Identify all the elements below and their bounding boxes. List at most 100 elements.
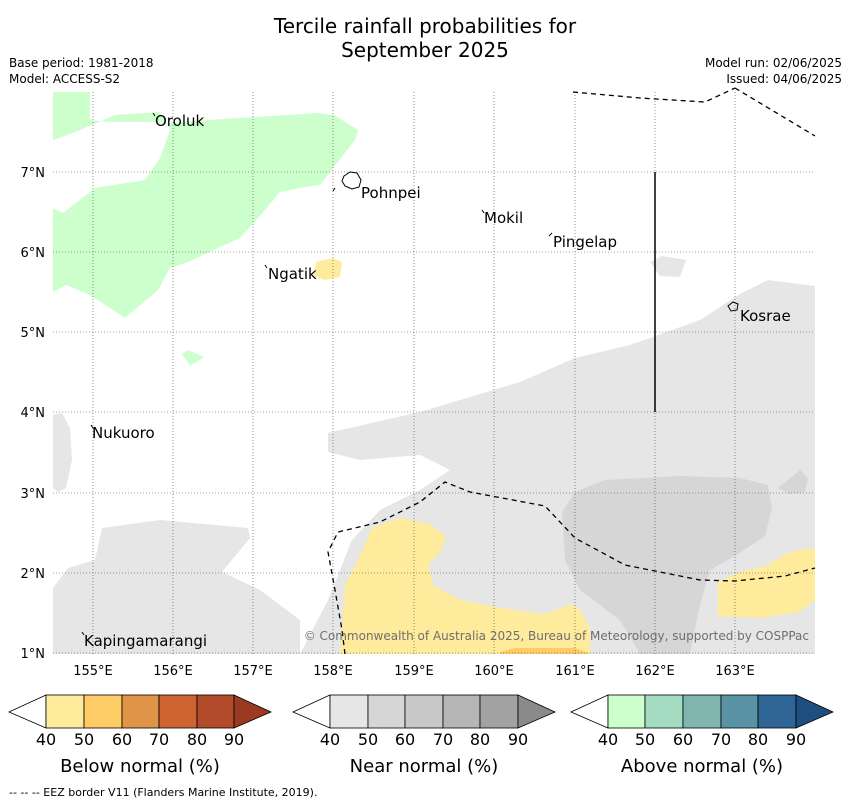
- lat-label: 1°N: [21, 647, 46, 662]
- oroluk-atoll-icon: [152, 112, 156, 117]
- label-mokil: Mokil: [484, 209, 523, 227]
- mokil-atoll-icon: [481, 209, 485, 214]
- legend-near-swatch: [442, 694, 481, 729]
- lat-label: 2°N: [21, 567, 46, 582]
- probability-shading: [53, 92, 815, 654]
- legend-tick: 50: [74, 730, 94, 749]
- legend-near-ticks: 40 50 60 70 80 90: [320, 730, 528, 749]
- islands: [81, 112, 739, 636]
- lat-label: 6°N: [21, 246, 46, 261]
- below-normal-region-ngatik: [314, 258, 342, 280]
- legend-above-swatch: [757, 694, 797, 729]
- label-kapingamarangi: Kapingamarangi: [84, 632, 207, 650]
- legend-above-colorbar: [570, 694, 834, 729]
- lat-label: 4°N: [21, 406, 46, 421]
- model-name: Model: ACCESS-S2: [9, 72, 121, 86]
- pingelap-atoll-icon: [548, 232, 553, 237]
- legend-near-swatch: [329, 694, 369, 729]
- near-normal-region-nukuoro: [53, 413, 72, 492]
- lon-label: 163°E: [715, 664, 755, 679]
- near-normal-50-corner: [778, 470, 808, 494]
- legend-above-swatch: [720, 694, 759, 729]
- above-normal-region-small: [182, 350, 204, 366]
- legend-near-normal: 40 50 60 70 80 90 Near normal (%): [292, 694, 556, 777]
- legend-below-swatch: [83, 694, 123, 729]
- legend-below-swatch: [158, 694, 198, 729]
- legend-below-arrow-high: [233, 694, 272, 729]
- lon-label: 159°E: [394, 664, 434, 679]
- legend-tick: 90: [224, 730, 244, 749]
- legend-tick: 80: [470, 730, 490, 749]
- lat-label: 3°N: [21, 487, 46, 502]
- kapingamarangi-atoll-icon: [81, 631, 85, 636]
- legend-below-normal: 40 50 60 70 80 90 Below normal (%): [8, 694, 272, 777]
- legend-above-arrow-low: [570, 694, 609, 729]
- place-labels: Oroluk Pohnpei Mokil Pingelap Ngatik Kos…: [84, 112, 791, 650]
- copyright-note: © Commonwealth of Australia 2025, Bureau…: [304, 629, 809, 643]
- legend-near-colorbar: [292, 694, 556, 729]
- kosrae-island-icon: [727, 301, 739, 312]
- pohnpei-island-icon: [341, 171, 362, 190]
- legend-above-ticks: 40 50 60 70 80 90: [598, 730, 806, 749]
- legend-above-swatch: [644, 694, 684, 729]
- model-run: Model run: 02/06/2025: [704, 56, 842, 70]
- label-oroluk: Oroluk: [155, 112, 204, 130]
- ant-atoll-icon: [332, 187, 336, 192]
- legend-below-label: Below normal (%): [60, 756, 220, 777]
- lat-axis-labels: 7°N 6°N 5°N 4°N 3°N 2°N 1°N: [21, 166, 46, 662]
- below-normal-region-east: [718, 548, 815, 618]
- title-line-2: September 2025: [341, 38, 509, 62]
- legend-near-swatch: [479, 694, 519, 729]
- legend-tick: 50: [358, 730, 378, 749]
- legend-tick: 80: [748, 730, 768, 749]
- label-pohnpei: Pohnpei: [361, 184, 421, 202]
- lon-label: 157°E: [233, 664, 273, 679]
- legend-below-swatch: [121, 694, 160, 729]
- near-normal-region-west: [53, 520, 300, 654]
- base-period: Base period: 1981-2018: [9, 56, 154, 70]
- nukuoro-atoll-icon: [90, 424, 94, 429]
- legend-tick: 60: [673, 730, 693, 749]
- legend-near-swatch: [404, 694, 444, 729]
- label-pingelap: Pingelap: [553, 233, 617, 251]
- legend-near-arrow-low: [292, 694, 331, 729]
- near-normal-region-north: [650, 256, 686, 277]
- legend-tick: 40: [36, 730, 56, 749]
- legend-tick: 50: [635, 730, 655, 749]
- legend-tick: 90: [508, 730, 528, 749]
- title-line-1: Tercile rainfall probabilities for: [273, 14, 577, 38]
- below-normal-region-south: [340, 518, 590, 654]
- legend-above-label: Above normal (%): [621, 756, 783, 777]
- legend-tick: 40: [598, 730, 618, 749]
- lon-label: 160°E: [474, 664, 514, 679]
- legend-tick: 60: [112, 730, 132, 749]
- label-nukuoro: Nukuoro: [92, 424, 155, 442]
- legend-below-swatch: [196, 694, 235, 729]
- map-title: Tercile rainfall probabilities for Septe…: [0, 14, 850, 62]
- legend-tick: 70: [711, 730, 731, 749]
- eez-borders: [327, 87, 816, 655]
- label-kosrae: Kosrae: [740, 307, 791, 325]
- legend-tick: 90: [786, 730, 806, 749]
- lat-label: 7°N: [21, 166, 46, 181]
- lon-label: 156°E: [153, 664, 193, 679]
- legend-tick: 40: [320, 730, 340, 749]
- lon-label: 162°E: [635, 664, 675, 679]
- legend-tick: 70: [149, 730, 169, 749]
- near-normal-region-small: [458, 434, 470, 455]
- above-normal-region-north: [53, 92, 358, 318]
- meta-right: Model run: 02/06/2025 Issued: 04/06/2025: [705, 55, 842, 87]
- lon-label: 155°E: [73, 664, 113, 679]
- eez-footnote: -- -- -- EEZ border V11 (Flanders Marine…: [9, 786, 318, 799]
- legend-above-swatch: [682, 694, 722, 729]
- legend-near-arrow-high: [517, 694, 556, 729]
- eez-border-north: [572, 87, 816, 137]
- legend-near-swatch: [367, 694, 406, 729]
- eez-border-south: [327, 481, 816, 655]
- ngatik-atoll-icon: [264, 264, 268, 269]
- lon-label: 161°E: [555, 664, 595, 679]
- legend-below-swatch: [45, 694, 85, 729]
- lat-label: 5°N: [21, 326, 46, 341]
- label-ngatik: Ngatik: [268, 265, 317, 283]
